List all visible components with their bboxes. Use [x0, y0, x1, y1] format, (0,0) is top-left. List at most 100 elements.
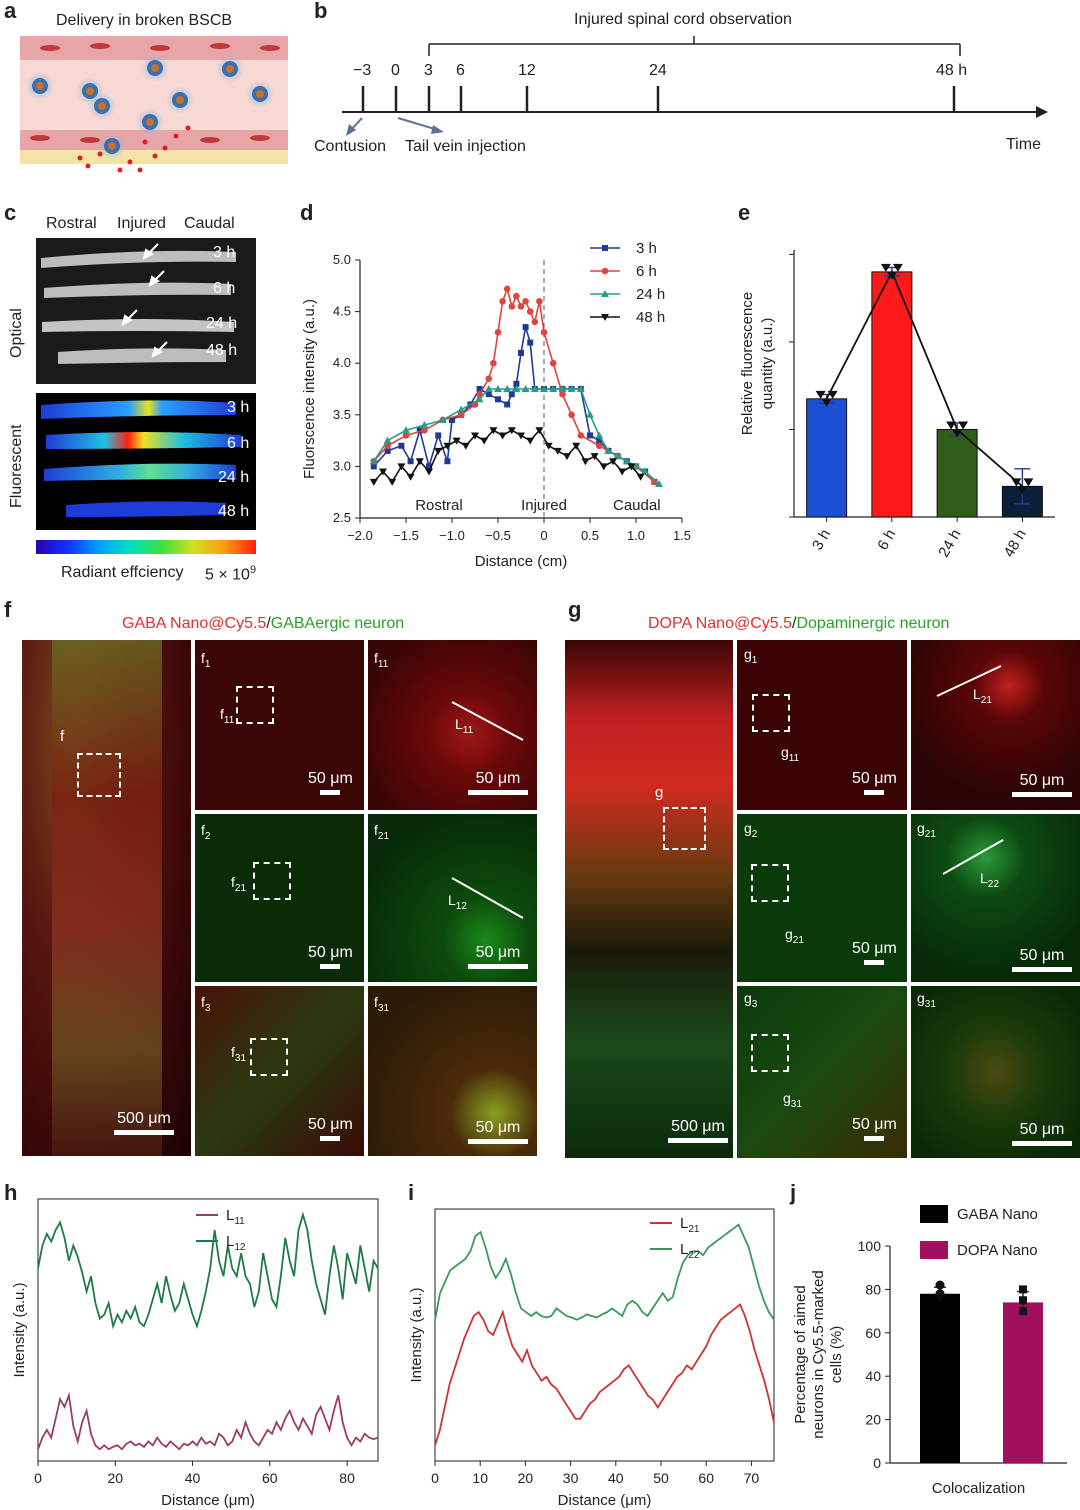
scale-text: 50 μm: [308, 944, 353, 961]
profile-line-L12: [37, 1211, 379, 1330]
x-axis-label: Distance (μm): [161, 1492, 255, 1509]
f21-image: [368, 814, 537, 982]
dopa-overview-tag: g: [655, 784, 664, 801]
scalebar: 50 μm: [308, 770, 353, 795]
legend-swatch: [920, 1205, 948, 1223]
f31-tag-main: f: [231, 1044, 235, 1060]
x-tick-label: 1.0: [627, 528, 645, 543]
y-axis-label: Intensity (a.u.): [408, 1287, 425, 1382]
data-point: [522, 297, 529, 305]
region-annotation: Rostral: [415, 497, 463, 514]
y-tick-label: 60: [865, 1325, 881, 1341]
x-tick-label: 70: [744, 1470, 760, 1486]
plot-frame: [37, 1198, 379, 1462]
data-point: [526, 308, 534, 315]
data-point: [581, 458, 590, 466]
data-point: [504, 401, 511, 408]
g11-tag-main: g: [781, 744, 789, 760]
data-point: [489, 427, 498, 435]
y-tick-label: 3.0: [333, 458, 351, 473]
f1-roi-box: [236, 686, 274, 724]
f31-tag-sub: 31: [234, 1052, 247, 1064]
panel-f-title-sep: /: [266, 615, 271, 632]
data-point: [457, 411, 465, 419]
trend-line: [825, 269, 1023, 488]
tick-label: 12: [518, 62, 536, 79]
data-point: [434, 447, 443, 455]
gaba-overview-scalebar: 500 μm: [114, 1110, 174, 1135]
L12-tag: L12: [448, 892, 467, 912]
panel-f-title-green: GABAergic neuron: [270, 615, 405, 632]
scale-text: 50 μm: [308, 770, 353, 787]
data-point: [513, 380, 520, 387]
x-tick-label: 40: [185, 1470, 201, 1486]
x-tick-label: 24 h: [935, 527, 964, 561]
y-axis-label-line1: Relative fluorescence: [739, 292, 756, 435]
data-point: [461, 442, 470, 450]
L11-tag-main: L: [455, 716, 463, 732]
x-tick-label: −0.5: [485, 528, 511, 543]
bar-gaba: [920, 1293, 960, 1463]
legend-label: L22: [680, 1241, 700, 1261]
data-point: [946, 421, 957, 430]
panel-a-letter: a: [4, 0, 17, 23]
tick-label: −3: [353, 62, 372, 79]
scale-text: 50 μm: [1019, 1121, 1065, 1138]
L21-L22-intensity-chart: 0 10 20 30 40 50 60 70 Distance (μm) Intensity (a…: [408, 1208, 775, 1509]
scale-text: 50 μm: [1019, 772, 1065, 789]
f21-corner-sub: 21: [377, 830, 390, 842]
panel-g-title-sep: /: [792, 615, 797, 632]
data-point: [499, 297, 506, 305]
data-point: [398, 442, 405, 449]
panel-a-caption: Delivery in broken BSCB: [56, 12, 233, 29]
data-point: [815, 390, 826, 399]
y-axis-label: Fluorscence intensity (a.u.): [301, 299, 318, 479]
colorbar: [36, 540, 256, 554]
f3-roi-box: [250, 1038, 288, 1076]
panel-f-title-red: GABA Nano@Cy5.5: [122, 615, 267, 632]
x-tick-label: 48 h: [1001, 527, 1030, 561]
data-point: [503, 385, 512, 392]
x-tick-label: 50: [653, 1470, 669, 1486]
data-point: [618, 468, 627, 476]
fluor-time-24h: 24 h: [218, 469, 250, 486]
data-point: [1019, 1296, 1027, 1305]
data-point: [522, 324, 529, 331]
legend-label: 48 h: [636, 309, 665, 326]
g2-roi-box: [751, 864, 789, 902]
data-point: [379, 468, 387, 476]
g3-roi-box: [751, 1034, 789, 1072]
scale-text: 50 μm: [308, 1116, 353, 1133]
panel-c-letter: c: [4, 200, 17, 225]
legend-label: DOPA Nano: [957, 1242, 1038, 1259]
data-point: [369, 457, 378, 465]
data-point: [586, 410, 594, 418]
g31-tag: g31: [783, 1090, 802, 1110]
data-point: [655, 479, 663, 487]
timeline-axis-label: Time: [1006, 136, 1041, 153]
f21-corner-main: f: [374, 822, 378, 838]
profile-line-L21: [434, 1303, 775, 1446]
f11-tag-main: f: [220, 706, 224, 722]
g31-image: [911, 986, 1080, 1158]
data-point: [540, 328, 548, 336]
L22-tag-main: L: [980, 870, 988, 886]
g2-tag-main: g: [744, 820, 752, 836]
L22-tag-sub: 22: [987, 878, 999, 890]
x-tick-label: −2.0: [347, 528, 373, 543]
y-tick-label: 100: [858, 1238, 882, 1254]
data-point: [595, 431, 604, 439]
data-point: [388, 478, 397, 486]
gaba-overview-image: [22, 640, 191, 1156]
data-point: [471, 432, 479, 440]
timeline-bracket-label: Injured spinal cord observation: [574, 11, 792, 28]
panel-h-letter: h: [4, 1180, 18, 1205]
data-point: [1023, 478, 1034, 487]
f11-image: [368, 640, 537, 810]
data-point: [494, 328, 502, 336]
g21-corner-main: g: [917, 820, 925, 836]
colorbar-label: Radiant effciency: [61, 564, 184, 581]
x-tick-label: 40: [608, 1470, 624, 1486]
bar-dopa: [1003, 1302, 1043, 1463]
L12-tag-main: L: [448, 892, 456, 908]
